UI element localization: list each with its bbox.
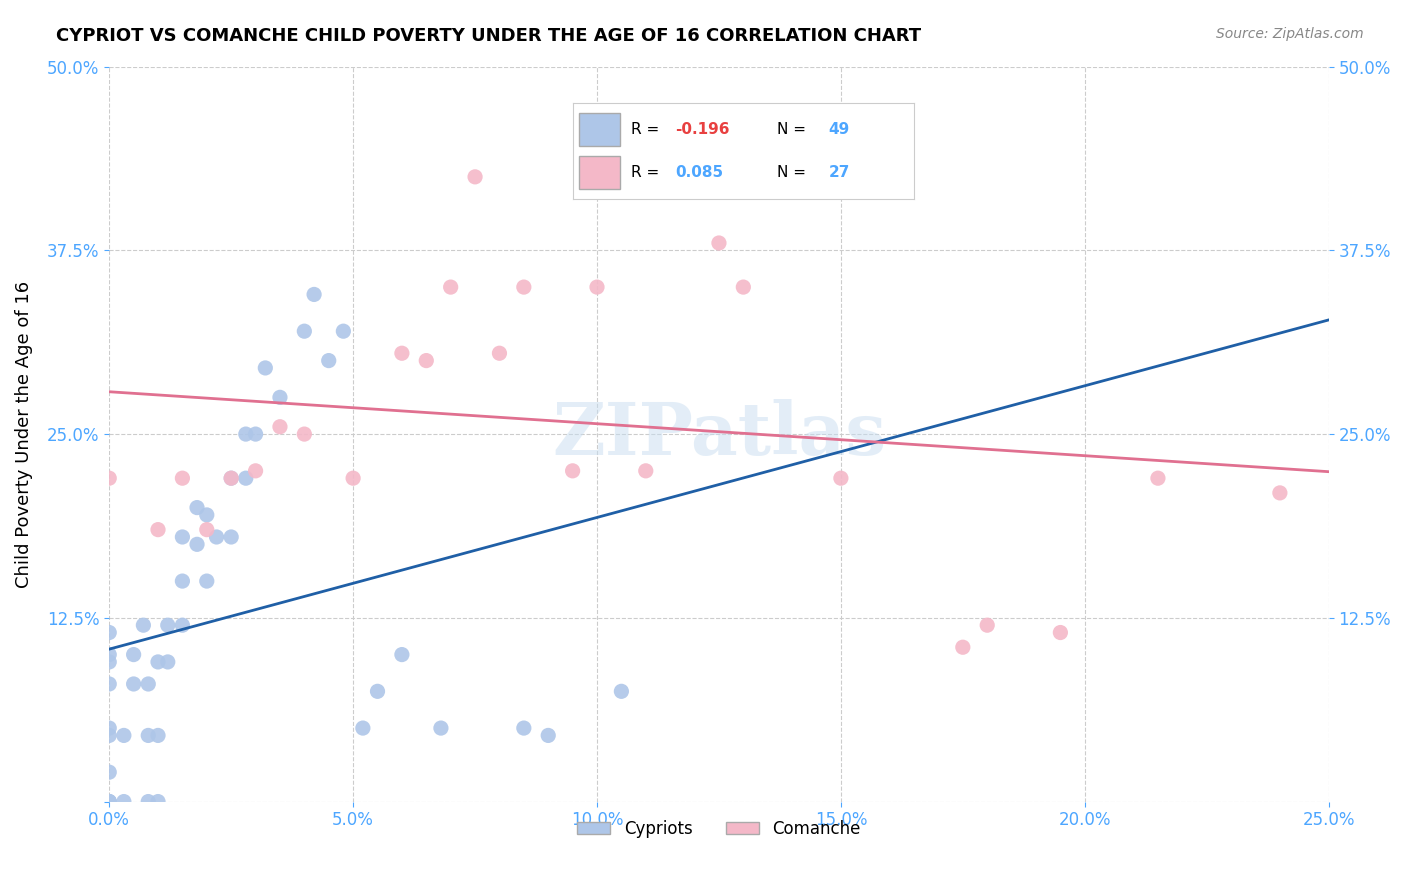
Point xyxy=(219,471,242,485)
Point xyxy=(302,287,325,301)
Point xyxy=(513,721,536,735)
Point xyxy=(707,235,730,250)
Point xyxy=(733,280,755,294)
Point xyxy=(98,795,121,809)
Point xyxy=(1268,486,1291,500)
Point xyxy=(186,537,208,551)
Point xyxy=(98,721,121,735)
Point xyxy=(513,280,536,294)
Y-axis label: Child Poverty Under the Age of 16: Child Poverty Under the Age of 16 xyxy=(15,280,32,588)
Point xyxy=(98,625,121,640)
Point xyxy=(136,677,159,691)
Point xyxy=(537,728,560,742)
Point xyxy=(112,728,135,742)
Point xyxy=(172,574,194,588)
Point xyxy=(235,427,257,442)
Text: Source: ZipAtlas.com: Source: ZipAtlas.com xyxy=(1216,27,1364,41)
Legend: Cypriots, Comanche: Cypriots, Comanche xyxy=(571,814,868,845)
Point xyxy=(235,471,257,485)
Point xyxy=(342,471,364,485)
Point xyxy=(156,655,179,669)
Point xyxy=(195,508,218,522)
Point xyxy=(634,464,657,478)
Point xyxy=(98,795,121,809)
Point xyxy=(98,728,121,742)
Point xyxy=(219,471,242,485)
Point xyxy=(245,464,267,478)
Point xyxy=(245,427,267,442)
Point xyxy=(195,523,218,537)
Point xyxy=(172,471,194,485)
Point xyxy=(122,648,145,662)
Point xyxy=(146,795,169,809)
Point xyxy=(132,618,155,632)
Point xyxy=(391,648,413,662)
Point xyxy=(98,795,121,809)
Point xyxy=(146,728,169,742)
Point xyxy=(146,655,169,669)
Point xyxy=(122,677,145,691)
Point xyxy=(352,721,374,735)
Point xyxy=(112,795,135,809)
Point xyxy=(586,280,609,294)
Point xyxy=(186,500,208,515)
Point xyxy=(366,684,388,698)
Text: CYPRIOT VS COMANCHE CHILD POVERTY UNDER THE AGE OF 16 CORRELATION CHART: CYPRIOT VS COMANCHE CHILD POVERTY UNDER … xyxy=(56,27,921,45)
Text: ZIPatlas: ZIPatlas xyxy=(553,399,886,469)
Point xyxy=(610,684,633,698)
Point xyxy=(830,471,852,485)
Point xyxy=(318,353,340,368)
Point xyxy=(430,721,453,735)
Point xyxy=(292,427,315,442)
Point xyxy=(254,360,277,375)
Point xyxy=(464,169,486,184)
Point xyxy=(561,464,583,478)
Point xyxy=(98,471,121,485)
Point xyxy=(952,640,974,655)
Point xyxy=(136,728,159,742)
Point xyxy=(440,280,463,294)
Point xyxy=(1049,625,1071,640)
Point xyxy=(415,353,437,368)
Point xyxy=(683,133,706,147)
Point xyxy=(98,677,121,691)
Point xyxy=(1147,471,1170,485)
Point xyxy=(205,530,228,544)
Point xyxy=(391,346,413,360)
Point xyxy=(98,765,121,780)
Point xyxy=(98,648,121,662)
Point xyxy=(219,530,242,544)
Point xyxy=(269,419,291,434)
Point xyxy=(172,530,194,544)
Point xyxy=(172,618,194,632)
Point xyxy=(156,618,179,632)
Point xyxy=(488,346,510,360)
Point xyxy=(269,390,291,404)
Point xyxy=(292,324,315,338)
Point xyxy=(332,324,354,338)
Point xyxy=(146,523,169,537)
Point xyxy=(136,795,159,809)
Point xyxy=(98,655,121,669)
Point xyxy=(195,574,218,588)
Point xyxy=(976,618,998,632)
